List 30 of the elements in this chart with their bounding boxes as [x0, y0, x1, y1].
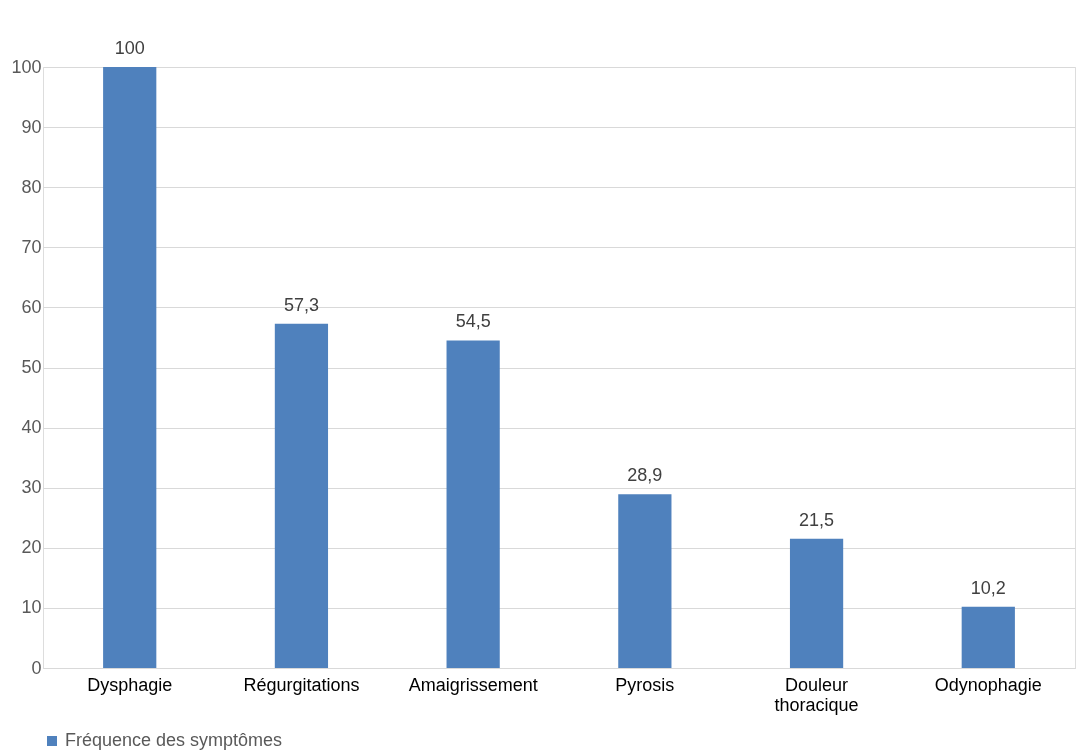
data-label: 57,3 — [283, 294, 319, 315]
data-label: 28,9 — [627, 465, 663, 486]
x-tick-label: Amaigrissement — [408, 674, 538, 695]
y-tick-label: 10 — [21, 597, 42, 618]
y-tick-label: 20 — [21, 537, 42, 558]
x-tick-label: Odynophagie — [934, 674, 1042, 695]
legend-label: Fréquence des symptômes — [65, 730, 283, 750]
x-tick-label: Douleur thoracique — [774, 674, 859, 715]
x-tick-label: Dysphagie — [87, 674, 173, 695]
y-tick-label: 0 — [31, 657, 42, 678]
y-tick-label: 30 — [21, 477, 42, 498]
y-tick-label: 50 — [21, 357, 42, 377]
bar — [446, 340, 500, 668]
y-tick-label: 40 — [21, 417, 42, 438]
data-label: 100 — [114, 38, 145, 58]
data-label: 21,5 — [799, 509, 835, 530]
data-label: 54,5 — [455, 311, 491, 332]
bar — [789, 538, 844, 668]
x-tick-label: Régurgitations — [243, 674, 360, 695]
y-tick-label: 70 — [21, 236, 42, 257]
data-label: 10,2 — [970, 577, 1006, 598]
bar — [961, 606, 1015, 668]
y-tick-label: 60 — [21, 296, 42, 317]
x-tick-label: Pyrosis — [615, 674, 675, 695]
bar — [274, 323, 329, 668]
y-tick-label: 100 — [11, 56, 42, 77]
y-tick-label: 80 — [21, 176, 42, 197]
bar — [618, 494, 672, 668]
bar — [103, 67, 157, 668]
y-tick-label: 90 — [21, 116, 42, 137]
